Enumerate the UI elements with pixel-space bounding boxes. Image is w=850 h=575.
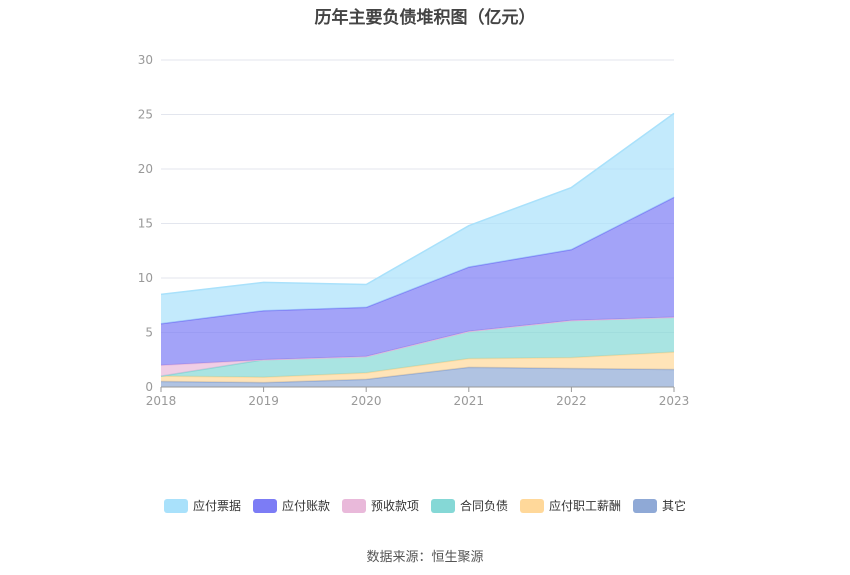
area-series-line bbox=[160, 112, 675, 296]
axis-layer: 0 5 10 15 20 25 30 2018 2019 2020 2021 2022 2023 bbox=[138, 53, 690, 408]
legend-label: 应付账款 bbox=[282, 498, 330, 513]
y-tick-label: 30 bbox=[138, 53, 153, 67]
legend-swatch bbox=[253, 499, 277, 513]
legend-item[interactable]: 应付账款 bbox=[253, 498, 330, 513]
legend-swatch bbox=[633, 499, 657, 513]
legend-swatch bbox=[164, 499, 188, 513]
y-tick-label: 10 bbox=[138, 271, 153, 285]
y-tick-label: 20 bbox=[138, 162, 153, 176]
area-series bbox=[161, 352, 674, 383]
legend-swatch bbox=[431, 499, 455, 513]
legend-label: 预收款项 bbox=[371, 499, 419, 513]
x-tick-label: 2019 bbox=[248, 394, 279, 408]
legend-label: 其它 bbox=[662, 498, 686, 513]
data-source: 数据来源：恒生聚源 bbox=[366, 550, 484, 565]
chart-title: 历年主要负债堆积图（亿元） bbox=[314, 8, 536, 28]
legend-item[interactable]: 应付职工薪酬 bbox=[520, 498, 621, 513]
x-tick-label: 2022 bbox=[556, 394, 587, 408]
x-tick-label: 2018 bbox=[146, 394, 177, 408]
y-tick-label: 5 bbox=[145, 326, 153, 340]
x-tick-label: 2023 bbox=[659, 394, 690, 408]
legend-item[interactable]: 其它 bbox=[633, 498, 686, 513]
y-tick-label: 25 bbox=[138, 108, 153, 122]
area-layer bbox=[160, 112, 675, 387]
legend-label: 应付票据 bbox=[193, 498, 241, 513]
x-tick-label: 2021 bbox=[454, 394, 485, 408]
area-series bbox=[161, 317, 674, 378]
legend-label: 合同负债 bbox=[460, 498, 508, 513]
legend-item[interactable]: 合同负债 bbox=[431, 498, 508, 513]
y-tick-label: 15 bbox=[138, 217, 153, 231]
area-series bbox=[161, 113, 674, 324]
legend-swatch bbox=[342, 499, 366, 513]
y-tick-label: 0 bbox=[145, 380, 153, 394]
x-tick-label: 2020 bbox=[351, 394, 382, 408]
legend-swatch bbox=[520, 499, 544, 513]
legend-label: 应付职工薪酬 bbox=[549, 498, 621, 513]
legend: 应付票据 应付账款 预收款项 合同负债 应付职工薪酬 其它 bbox=[164, 498, 686, 513]
area-series bbox=[161, 197, 674, 366]
legend-item[interactable]: 预收款项 bbox=[342, 499, 419, 513]
legend-item[interactable]: 应付票据 bbox=[164, 498, 241, 513]
